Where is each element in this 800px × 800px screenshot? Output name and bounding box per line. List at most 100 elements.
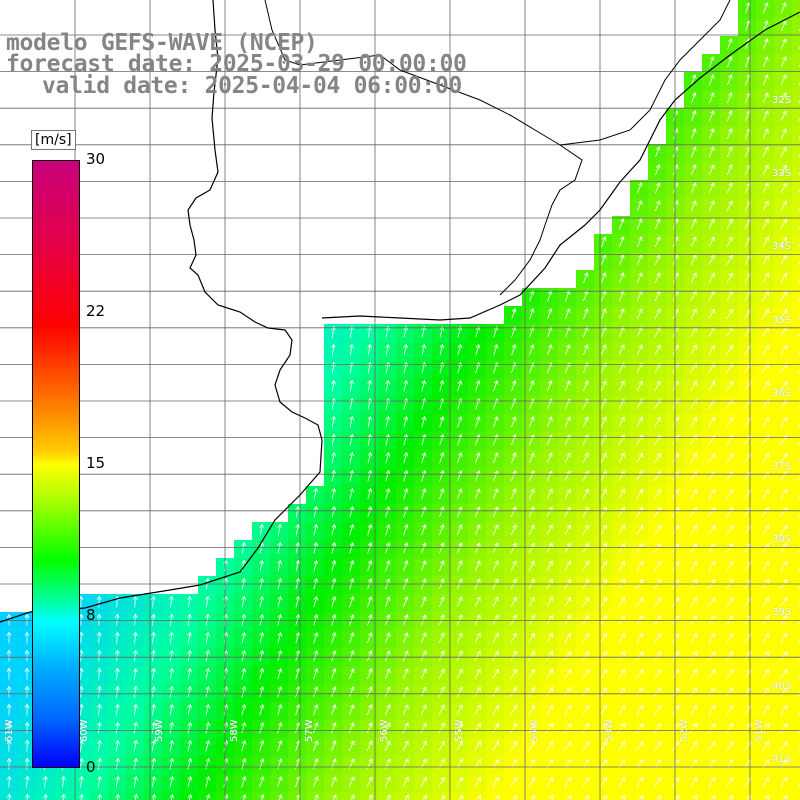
wind-arrow [655,182,661,194]
wind-arrow [672,218,679,230]
wind-arrow [187,667,192,680]
wind-arrow [96,703,102,716]
wind-arrow [564,686,572,697]
wind-arrow [349,595,355,608]
wind-arrow [331,613,337,626]
wind-arrow [547,308,553,320]
wind-arrow [636,722,644,733]
field-cell [792,684,800,703]
wind-arrow [726,668,734,679]
wind-arrow [456,524,463,536]
wind-arrow [331,541,337,554]
wind-arrow [492,488,499,500]
field-cell [792,324,800,343]
latitude-label: 37S [772,461,792,472]
wind-arrow [762,434,770,445]
wind-arrow [187,685,192,698]
wind-arrow [313,613,319,626]
wind-arrow [456,722,463,734]
wind-arrow [564,776,572,787]
wind-arrow [331,451,337,464]
wind-arrow [492,524,499,536]
wind-arrow [494,794,500,800]
field-cell [396,792,415,800]
wind-arrow [708,128,715,140]
wind-arrow [654,506,662,517]
wind-arrow [564,560,571,572]
wind-arrow [564,470,571,482]
wind-arrow [313,722,319,734]
wind-arrow [350,794,355,800]
wind-arrow [241,595,246,608]
wind-arrow [367,379,372,392]
wind-arrow [690,650,698,661]
wind-arrow [133,757,138,770]
wind-arrow [582,722,590,733]
wind-arrow [439,325,445,338]
wind-arrow [762,452,770,463]
wind-arrow [546,416,553,428]
wind-arrow [474,524,481,536]
wind-arrow [277,523,282,536]
wind-arrow [205,595,210,608]
wind-arrow [620,794,626,800]
wind-arrow [151,685,156,698]
wind-arrow [492,560,499,572]
wind-arrow [331,343,336,356]
wind-arrow [403,505,409,518]
wind-arrow [654,488,662,499]
wind-arrow [780,56,787,68]
wind-arrow [367,559,373,572]
wind-arrow [313,649,319,662]
wind-arrow [762,560,770,571]
field-cell [792,72,800,91]
wind-arrow [457,415,463,428]
wind-arrow [169,757,175,770]
wind-arrow [726,146,733,158]
wind-arrow [349,632,355,644]
wind-arrow [474,506,481,518]
wind-arrow [600,722,608,733]
wind-arrow [690,272,697,284]
wind-arrow [708,686,716,697]
wind-arrow [762,488,770,499]
wind-arrow [115,703,120,716]
wind-arrow [133,721,138,734]
wind-arrow [780,524,788,535]
wind-arrow [564,614,572,625]
wind-arrow [726,434,734,445]
wind-arrow [690,164,697,176]
colorbar-tick-22: 22 [86,302,106,320]
wind-arrow [726,722,734,733]
wind-arrow [727,74,733,86]
wind-arrow [546,398,553,410]
wind-arrow [115,757,120,770]
wind-arrow [367,505,373,518]
wind-arrow [600,452,607,464]
wind-arrow [114,649,120,662]
wind-arrow [618,686,626,697]
wind-arrow [708,146,715,158]
wind-arrow [762,74,769,86]
longitude-label: 59W [154,719,165,742]
wind-arrow [133,667,138,680]
wind-arrow [548,794,554,800]
wind-arrow [582,596,590,607]
wind-arrow [312,776,319,788]
wind-arrow [744,272,751,284]
wind-arrow [600,308,607,320]
wind-arrow [421,506,427,518]
wind-arrow [151,757,157,770]
colorbar-tick-30: 30 [86,150,106,168]
wind-arrow [259,595,265,608]
wind-arrow [654,722,662,733]
wind-arrow [582,416,589,428]
wind-arrow [672,488,680,499]
wind-arrow [241,721,247,734]
wind-arrow [618,542,626,553]
wind-arrow [546,614,553,626]
wind-arrow [169,613,174,626]
wind-arrow [438,740,445,752]
wind-arrow [547,326,553,338]
wind-arrow [133,703,138,716]
